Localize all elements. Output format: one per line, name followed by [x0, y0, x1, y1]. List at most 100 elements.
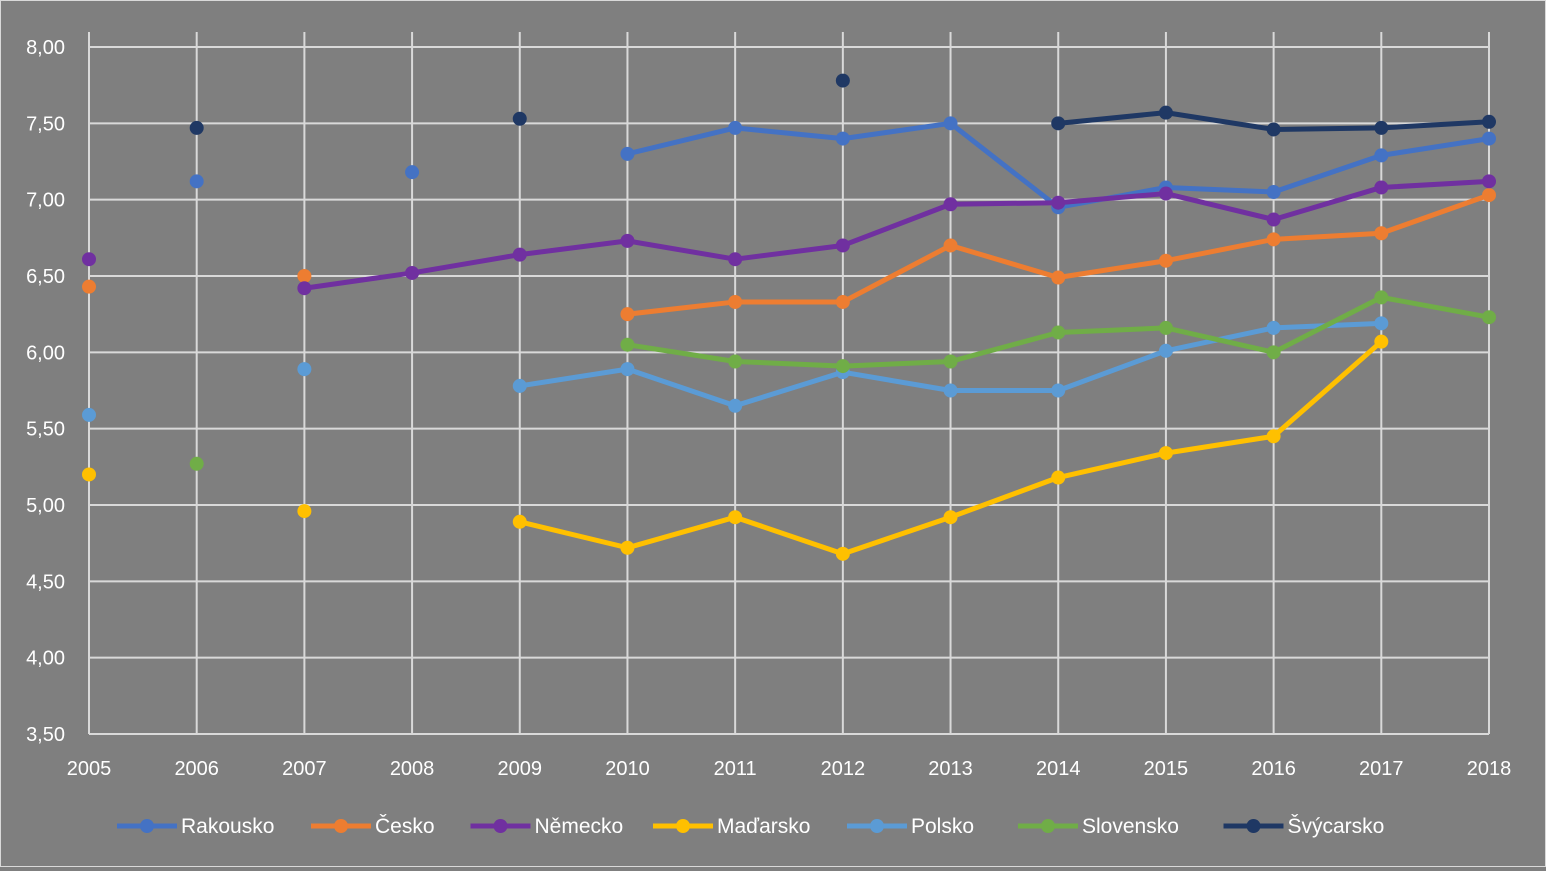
y-tick-label: 7,00	[26, 190, 65, 212]
series-line-segment	[948, 200, 1061, 207]
series-line-segment	[1378, 136, 1492, 158]
series-slovensko	[189, 290, 1496, 471]
series-line-segment	[1378, 192, 1492, 236]
legend-marker	[870, 819, 884, 833]
data-point	[1266, 122, 1281, 137]
data-point	[835, 73, 850, 88]
y-tick-label: 5,00	[26, 495, 65, 517]
series-line-segment	[840, 242, 954, 305]
y-axis-ticks: 3,50 4,00 4,50 5,00 5,50 6,00 6,50 7,00 7,50 8,00	[26, 37, 65, 746]
series-line-segment	[948, 242, 1061, 281]
data-point	[1482, 188, 1496, 203]
data-point	[943, 116, 958, 131]
x-tick-label: 2016	[1251, 758, 1296, 780]
series-line-segment	[517, 519, 630, 551]
series-polsko	[82, 316, 1389, 422]
data-point	[1374, 316, 1389, 331]
series-line-segment	[1271, 230, 1384, 242]
data-point	[189, 174, 204, 189]
legend-entry-slovensko: Slovensko	[1018, 815, 1179, 838]
legend-label: Česko	[375, 815, 435, 838]
series-line-segment	[1055, 258, 1169, 281]
data-point	[1266, 185, 1281, 200]
series-line-segment	[624, 125, 738, 157]
data-point	[1374, 180, 1389, 195]
legend-marker	[493, 819, 508, 833]
series-line-segment	[732, 125, 846, 142]
data-point	[1266, 232, 1281, 247]
data-point	[1374, 226, 1389, 241]
data-point	[1266, 320, 1281, 335]
legend-entry-švýcarsko: Švýcarsko	[1223, 815, 1385, 838]
data-point	[620, 307, 635, 322]
data-point	[1374, 148, 1389, 163]
legend-marker	[334, 819, 348, 833]
x-tick-label: 2015	[1144, 758, 1189, 780]
x-tick-label: 2012	[821, 758, 866, 780]
series-line-segment	[1163, 236, 1277, 264]
series-line-segment	[732, 358, 846, 369]
data-point	[835, 238, 850, 253]
series-line-segment	[840, 369, 954, 393]
series-line-segment	[840, 514, 954, 557]
x-tick-label: 2011	[714, 758, 757, 780]
data-point	[1051, 116, 1066, 131]
series-line-segment	[1163, 191, 1277, 223]
legend-label: Německo	[535, 815, 624, 838]
series-line-segment	[732, 514, 846, 557]
legend-label: Maďarsko	[717, 815, 810, 838]
data-point	[1158, 320, 1173, 335]
series-line-segment	[624, 238, 738, 262]
data-point	[1482, 310, 1496, 325]
x-tick-label: 2009	[498, 758, 543, 780]
series-line-segment	[1378, 119, 1492, 131]
y-tick-label: 3,50	[26, 724, 65, 746]
data-point	[943, 197, 958, 212]
series-line-segment	[301, 270, 415, 291]
data-point	[1158, 105, 1173, 120]
data-point	[835, 294, 850, 309]
data-point	[82, 279, 96, 294]
data-point	[943, 354, 958, 369]
series-line-segment	[1055, 110, 1169, 126]
data-point	[1158, 186, 1173, 201]
gridlines	[88, 32, 1490, 735]
legend-marker	[1246, 819, 1261, 833]
data-point	[1374, 334, 1389, 349]
series-line-segment	[517, 366, 630, 389]
legend-label: Slovensko	[1082, 815, 1179, 838]
data-point	[189, 456, 204, 471]
series-line-segment	[948, 120, 1061, 210]
data-point	[1482, 174, 1496, 189]
series-line-segment	[840, 201, 954, 248]
data-point	[728, 510, 743, 525]
data-point	[620, 146, 635, 161]
data-point	[1266, 345, 1281, 360]
data-point	[1158, 446, 1173, 461]
legend: Rakousko Česko Německo Maďarsko Polsko Sloven…	[117, 815, 1384, 838]
legend-label: Švýcarsko	[1288, 815, 1385, 838]
series-line-segment	[624, 342, 738, 364]
x-tick-label: 2010	[605, 758, 650, 780]
data-point	[1051, 325, 1066, 340]
data-point	[297, 269, 312, 283]
data-point	[1374, 120, 1389, 135]
series-line-segment	[1271, 339, 1384, 439]
data-point	[835, 131, 850, 146]
legend-entry-česko: Česko	[311, 815, 435, 838]
series-line-segment	[624, 366, 738, 409]
legend-label: Polsko	[911, 815, 974, 838]
data-point	[405, 265, 420, 280]
series-česko	[82, 188, 1496, 322]
data-point	[512, 247, 527, 262]
data-point	[1051, 195, 1066, 210]
data-point	[405, 165, 420, 180]
series-line-segment	[1055, 191, 1169, 206]
series-group	[82, 73, 1496, 561]
series-line-segment	[1055, 348, 1169, 393]
series-line-segment	[1271, 294, 1384, 355]
series-line-segment	[1163, 433, 1277, 456]
series-line-segment	[1163, 110, 1277, 132]
series-line-segment	[840, 120, 954, 142]
